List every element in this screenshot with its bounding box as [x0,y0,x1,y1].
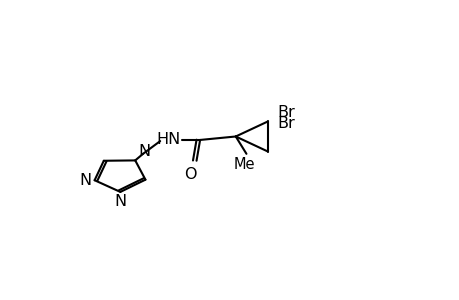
Text: N: N [114,194,126,209]
Text: N: N [138,144,150,159]
Text: HN: HN [156,132,180,147]
Text: O: O [184,167,196,182]
Text: Br: Br [277,116,295,131]
Text: Br: Br [277,105,295,120]
Text: Me: Me [234,157,255,172]
Text: N: N [79,173,91,188]
